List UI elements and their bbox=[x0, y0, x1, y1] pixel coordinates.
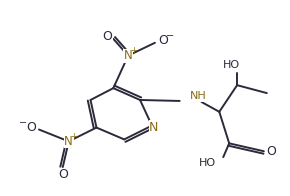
Text: HO: HO bbox=[223, 61, 240, 71]
Text: −: − bbox=[166, 31, 174, 41]
Text: −: − bbox=[19, 118, 27, 128]
Text: N: N bbox=[149, 121, 159, 134]
Text: +: + bbox=[130, 46, 137, 55]
Text: O: O bbox=[58, 168, 68, 181]
Text: N: N bbox=[124, 49, 133, 62]
Text: O: O bbox=[158, 34, 168, 47]
Text: O: O bbox=[102, 30, 112, 43]
Text: HO: HO bbox=[199, 158, 216, 168]
Text: +: + bbox=[70, 132, 77, 141]
Text: NH: NH bbox=[190, 91, 206, 101]
Text: O: O bbox=[266, 145, 276, 158]
Text: N: N bbox=[64, 135, 73, 148]
Text: O: O bbox=[26, 121, 36, 134]
